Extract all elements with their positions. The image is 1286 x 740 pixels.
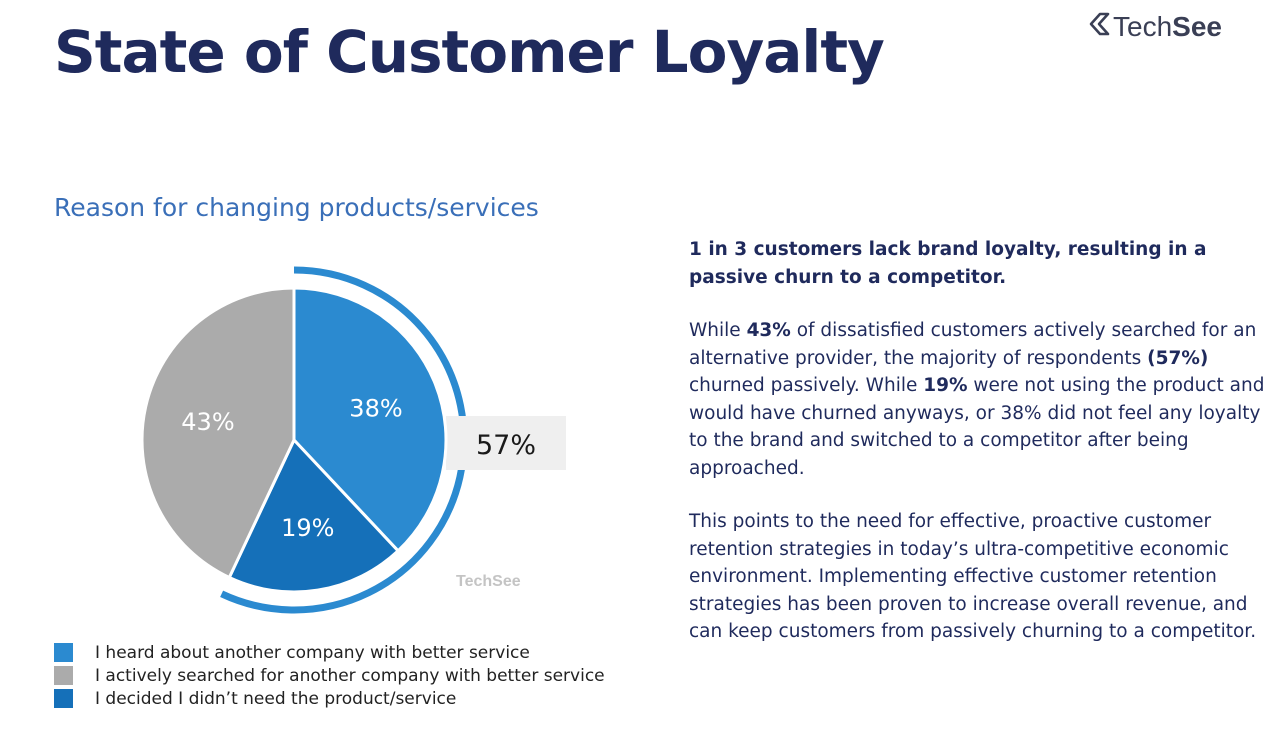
- passive-churn-callout: 57%: [446, 416, 566, 470]
- logo-text-see: See: [1172, 11, 1222, 42]
- techsee-chevron-logo-icon: [1088, 11, 1110, 43]
- legend-label: I decided I didn’t need the product/serv…: [95, 688, 457, 709]
- legend-item: I decided I didn’t need the product/serv…: [54, 687, 605, 710]
- panel-text-run: churned passively. While: [689, 375, 924, 396]
- panel-highlight-stat: 19%: [923, 375, 968, 396]
- panel-lead: 1 in 3 customers lack brand loyalty, res…: [689, 239, 1207, 288]
- pie-slice: [292, 286, 448, 553]
- chart-title: Reason for changing products/services: [54, 193, 539, 222]
- legend-label: I heard about another company with bette…: [95, 642, 530, 663]
- logo-text-tech: Tech: [1113, 11, 1173, 42]
- callout-label: 57%: [476, 430, 536, 461]
- page-title: State of Customer Loyalty: [54, 18, 885, 86]
- panel-text-run: While: [689, 320, 747, 341]
- chart-legend: I heard about another company with bette…: [54, 641, 605, 710]
- panel-highlight-stat: 43%: [746, 320, 791, 341]
- panel-text-run: were not using the product and would hav…: [689, 375, 1265, 479]
- legend-swatch: [54, 666, 73, 685]
- legend-swatch: [54, 689, 73, 708]
- slice-data-label: 43%: [181, 408, 234, 436]
- techsee-logo: Tech See: [1088, 10, 1222, 44]
- text-panel: 1 in 3 customers lack brand loyalty, res…: [689, 236, 1269, 672]
- legend-item: I heard about another company with bette…: [54, 641, 605, 664]
- legend-swatch: [54, 643, 73, 662]
- slice-data-label: 38%: [349, 395, 402, 423]
- legend-item: I actively searched for another company …: [54, 664, 605, 687]
- passive-churn-bracket: [220, 266, 468, 614]
- panel-highlight-stat: (57%): [1147, 347, 1209, 369]
- callout-box: [446, 416, 566, 470]
- slice-data-label: 19%: [281, 514, 334, 542]
- panel-text-run: of dissatisfied customers actively searc…: [689, 320, 1257, 369]
- pie-slice: [227, 437, 401, 594]
- chart-watermark: TechSee: [456, 573, 521, 590]
- pie-slice: [140, 286, 296, 580]
- legend-label: I actively searched for another company …: [95, 665, 605, 686]
- pie-chart: 57% 38% 19% 43% TechSee: [140, 266, 566, 614]
- panel-paragraph-stats: While 43% of dissatisfied customers acti…: [689, 317, 1269, 482]
- panel-paragraph-retention: This points to the need for effective, p…: [689, 511, 1257, 642]
